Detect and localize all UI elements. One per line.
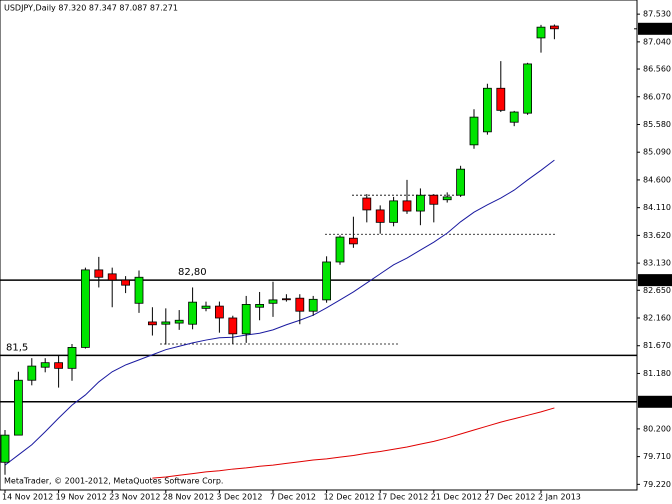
candle-body [0,434,10,463]
price-box [638,22,672,35]
footer: MetaTrader, © 2001-2012, MetaQuotes Soft… [4,477,223,486]
y-tick-label: 85.580 [643,120,671,129]
y-tick-label: 87.530 [643,10,671,19]
level-note: 82,80 [178,267,207,278]
x-tick-label: 27 Dec 2012 [484,493,535,502]
x-tick-label: 3 Dec 2012 [216,493,262,502]
y-tick-label: 86.560 [643,65,671,74]
candle-body [469,116,479,146]
y-tick-label: 86.070 [643,92,671,101]
candle-body [107,273,117,281]
candle-body [536,26,546,39]
y-tick-label: 87.040 [643,37,671,46]
y-tick-label: 81.670 [643,341,671,350]
candle-body [241,304,251,335]
moving-average [152,407,555,479]
candle-body [509,111,519,123]
y-tick-label: 83.620 [643,231,671,240]
y-tick-label: 85.090 [643,148,671,157]
candle-body [550,25,559,30]
x-tick-label: 17 Dec 2012 [377,493,428,502]
candle-body [456,168,466,196]
candle-body [268,299,278,304]
level-note: 81,5 [6,342,28,353]
candle-body [188,301,198,325]
candle-body [402,200,412,212]
candle-body [228,317,238,335]
candle-body [94,269,104,278]
candle-body [429,194,439,205]
moving-average [4,159,555,466]
candle-body [161,321,171,325]
candle-body [255,304,265,308]
candle-body [67,347,77,369]
candle-body [121,279,130,286]
candle-body [442,196,452,201]
chart-title: USDJPY,Daily 87.320 87.347 87.087 87.271 [4,4,178,13]
y-tick-label: 80.200 [643,424,671,433]
candle-body [214,305,224,319]
candle-body [295,297,305,312]
candle-body [415,194,425,212]
candle-body [348,237,358,245]
candle-body [496,87,506,111]
candle-body [335,236,345,263]
y-tick-label: 83.130 [643,259,671,268]
price-label: 80.679 [641,397,669,406]
price-box [638,274,672,287]
candle-body [201,305,211,309]
price-label: 87.271 [641,24,669,33]
candle-body [54,362,63,369]
candle-body [362,197,372,211]
candle-body [308,298,318,312]
price-label: 82.829 [641,276,669,285]
candle-body [281,298,291,301]
x-tick-label: 14 Nov 2012 [2,493,53,502]
candle-body [322,261,332,301]
y-tick-label: 79.220 [643,480,671,489]
candle-body [523,63,532,114]
y-tick-label: 81.180 [643,369,671,378]
candle-body [40,362,50,368]
x-tick-label: 21 Dec 2012 [431,493,482,502]
x-tick-label: 23 Nov 2012 [109,493,160,502]
candle-body [134,276,144,304]
candle-body [174,319,184,324]
candle-body [81,269,90,348]
candle-body [13,379,23,436]
x-tick-label: 7 Dec 2012 [270,493,316,502]
y-tick-label: 82.650 [643,286,671,295]
x-tick-label: 12 Dec 2012 [324,493,375,502]
candle-body [27,365,37,381]
candle-body [147,321,157,326]
candle-body [375,209,385,223]
y-tick-label: 84.600 [643,175,671,184]
y-tick-label: 79.710 [643,452,671,461]
plot-frame [0,0,638,491]
x-tick-label: 28 Nov 2012 [163,493,214,502]
x-tick-label: 19 Nov 2012 [56,493,107,502]
y-tick-label: 82.160 [643,313,671,322]
price-box [638,395,672,408]
candle-body [389,200,399,223]
candle-body [482,87,492,133]
y-tick-label: 84.110 [643,203,671,212]
x-tick-label: 2 Jan 2013 [538,493,581,502]
